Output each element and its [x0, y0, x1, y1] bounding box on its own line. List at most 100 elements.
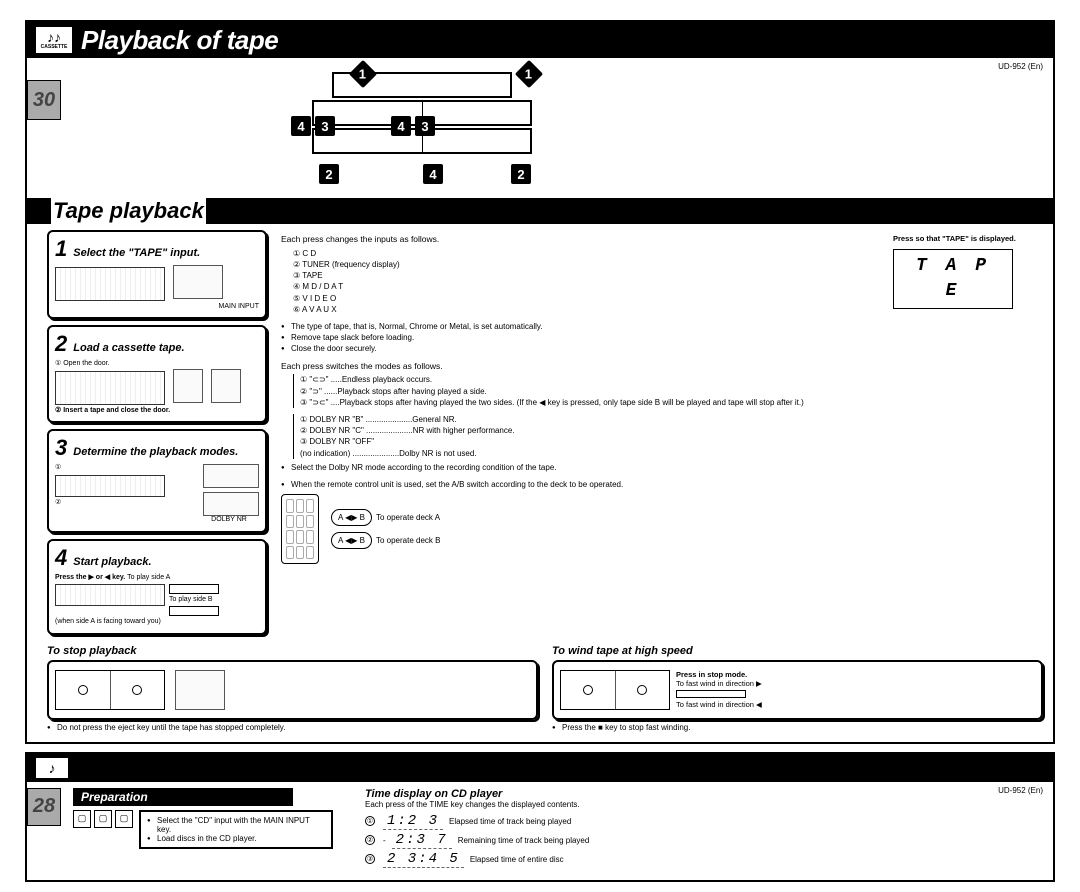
- remote-lead: When the remote control unit is used, se…: [281, 479, 1043, 490]
- operate-deck-b: To operate deck B: [376, 535, 440, 546]
- wind-instruction: Press in stop mode.: [676, 670, 762, 679]
- cd-icon: ♪: [35, 757, 69, 779]
- input-item: ① C D: [293, 248, 873, 259]
- dolby-label: DOLBY NR: [199, 516, 259, 524]
- step-number: 3: [55, 435, 67, 461]
- input-item: ⑥ A V A U X: [293, 304, 873, 315]
- preparation-title: Preparation: [73, 788, 293, 806]
- minus-prefix: -: [383, 836, 386, 845]
- wind-reverse: To fast wind in direction ◀: [676, 700, 762, 709]
- mode-icons: [203, 464, 259, 488]
- note-item: The type of tape, that is, Normal, Chrom…: [281, 321, 1043, 332]
- row-index: ②: [365, 835, 375, 845]
- lcd-display: T A P E: [893, 249, 1013, 309]
- cassette-icon: ♪♪ CASSETTE: [35, 26, 73, 54]
- time-display-sub: Each press of the TIME key changes the d…: [365, 800, 1043, 809]
- stop-title: To stop playback: [47, 645, 538, 657]
- prep-item: Load discs in the CD player.: [147, 834, 325, 843]
- eject-diagram: [173, 369, 203, 403]
- step-4-box: 4 Start playback. Press the ▶ or ◀ key. …: [47, 539, 267, 635]
- stop-diagram-box: [47, 660, 538, 720]
- stop-playback-section: To stop playback Do not press the eject …: [47, 645, 538, 732]
- side-b-label: To play side B: [169, 596, 259, 604]
- remote-illustration: [281, 494, 319, 564]
- wind-tape-section: To wind tape at high speed Press in stop…: [552, 645, 1043, 732]
- callout-4-bot: 4: [423, 164, 443, 184]
- deck-diagram: [55, 371, 165, 405]
- hand-press-diagram: [173, 265, 223, 299]
- chapter-header: ♪♪ CASSETTE Playback of tape: [27, 22, 1053, 58]
- mode-indicator-1: ①: [55, 464, 195, 472]
- deck-front-diagram: [560, 670, 670, 710]
- wind-note: Press the ■ key to stop fast winding.: [552, 723, 1043, 732]
- mode-item: ③ "⊃⊂" ....Playback stops after having p…: [300, 397, 1043, 408]
- step-number: 1: [55, 236, 67, 262]
- wind-forward: To fast wind in direction ▶: [676, 679, 762, 688]
- chapter-title: Playback of tape: [81, 25, 278, 56]
- input-item: ③ TAPE: [293, 270, 873, 281]
- amp-diagram: [55, 267, 165, 301]
- deck-front-diagram: [55, 670, 165, 710]
- inputs-list: ① C D ② TUNER (frequency display) ③ TAPE…: [281, 248, 873, 315]
- page-number: 28: [27, 788, 61, 826]
- play-key-instruction: Press the ▶ or ◀ key.: [55, 574, 125, 581]
- stop-note: Do not press the eject key until the tap…: [47, 723, 538, 732]
- wind-title: To wind tape at high speed: [552, 645, 1043, 657]
- model-code: UD-952 (En): [998, 786, 1043, 795]
- side-a-facing-note: (when side A is facing toward you): [55, 618, 259, 626]
- row-index: ①: [365, 816, 375, 826]
- callout-3-mid: 3: [415, 116, 435, 136]
- callout-4-left: 4: [291, 116, 311, 136]
- modes-lead: Each press switches the modes as follows…: [281, 361, 1043, 373]
- time-row-1: ① 1:2 3 Elapsed time of track being play…: [365, 813, 1043, 830]
- tape-display-hint: Press so that "TAPE" is displayed.: [893, 234, 1043, 245]
- dolby-note: Select the Dolby NR mode according to th…: [281, 462, 1043, 473]
- step-1-box: 1 Select the "TAPE" input. MAIN INPUT: [47, 230, 267, 319]
- dolby-item: ③ DOLBY NR "OFF": [300, 436, 1043, 447]
- equipment-diagram-area: 30 1 4 3 2 4 3 4 1 2: [27, 58, 1053, 198]
- section-title: Tape playback: [51, 198, 206, 224]
- stereo-stack-diagram: 1 4 3 2 4 3 4 1 2: [297, 72, 547, 156]
- section-header: Tape playback: [27, 198, 1053, 224]
- cd-chapter-header: ♪: [27, 754, 1053, 782]
- operate-deck-a: To operate deck A: [376, 512, 440, 523]
- input-item: ② TUNER (frequency display): [293, 259, 873, 270]
- deck-panel-diagram: [55, 475, 165, 497]
- note-item: Close the door securely.: [281, 343, 1043, 354]
- callout-4-mid: 4: [391, 116, 411, 136]
- step-3-box: 3 Determine the playback modes. ① ② DOLB…: [47, 429, 267, 532]
- step-title: Load a cassette tape.: [73, 342, 184, 354]
- time-row-3: ③ 2 3:4 5 Elapsed time of entire disc: [365, 851, 1043, 868]
- mode-item: ① "⊂⊃" .....Endless playback occurs.: [300, 374, 1043, 385]
- time-label: Remaining time of track being played: [458, 836, 590, 845]
- step-title: Select the "TAPE" input.: [73, 247, 200, 259]
- ab-switch-a: A ◀▶ B: [331, 509, 372, 526]
- manual-page-30: ♪♪ CASSETTE Playback of tape UD-952 (En)…: [25, 20, 1055, 744]
- digital-readout: 2 3:4 5: [383, 851, 464, 868]
- side-a-label: To play side A: [127, 574, 170, 581]
- playback-modes-block: Each press switches the modes as follows…: [281, 361, 1043, 473]
- input-cycle-block: Each press changes the inputs as follows…: [281, 234, 1043, 315]
- cd-preparation-row: 28 Preparation ▢▢▢ Select the "CD" input…: [27, 782, 1053, 880]
- time-display-title: Time display on CD player: [365, 788, 1043, 800]
- callout-2-left: 2: [319, 164, 339, 184]
- steps-and-instructions: 1 Select the "TAPE" input. MAIN INPUT 2 …: [27, 224, 1053, 641]
- page-number: 30: [27, 80, 61, 120]
- callout-2-right: 2: [511, 164, 531, 184]
- digital-readout: 1:2 3: [383, 813, 443, 830]
- wind-diagram-box: Press in stop mode. To fast wind in dire…: [552, 660, 1043, 720]
- step-2-box: 2 Load a cassette tape. ① Open the door.…: [47, 325, 267, 423]
- dolby-item: (no indication) .....................Dol…: [300, 448, 1043, 459]
- note-item: Remove tape slack before loading.: [281, 332, 1043, 343]
- input-key-labels: MAIN INPUT: [55, 303, 259, 311]
- row-index: ③: [365, 854, 375, 864]
- input-item: ④ M D / D A T: [293, 281, 873, 292]
- callout-3-left: 3: [315, 116, 335, 136]
- tape-type-notes: The type of tape, that is, Normal, Chrom…: [281, 321, 1043, 355]
- input-item: ⑤ V I D E O: [293, 293, 873, 304]
- prep-item: Select the "CD" input with the MAIN INPU…: [147, 816, 325, 834]
- remote-control-block: When the remote control unit is used, se…: [281, 479, 1043, 564]
- steps-column: 1 Select the "TAPE" input. MAIN INPUT 2 …: [47, 230, 267, 635]
- time-label: Elapsed time of entire disc: [470, 855, 564, 864]
- step-title: Start playback.: [73, 556, 151, 568]
